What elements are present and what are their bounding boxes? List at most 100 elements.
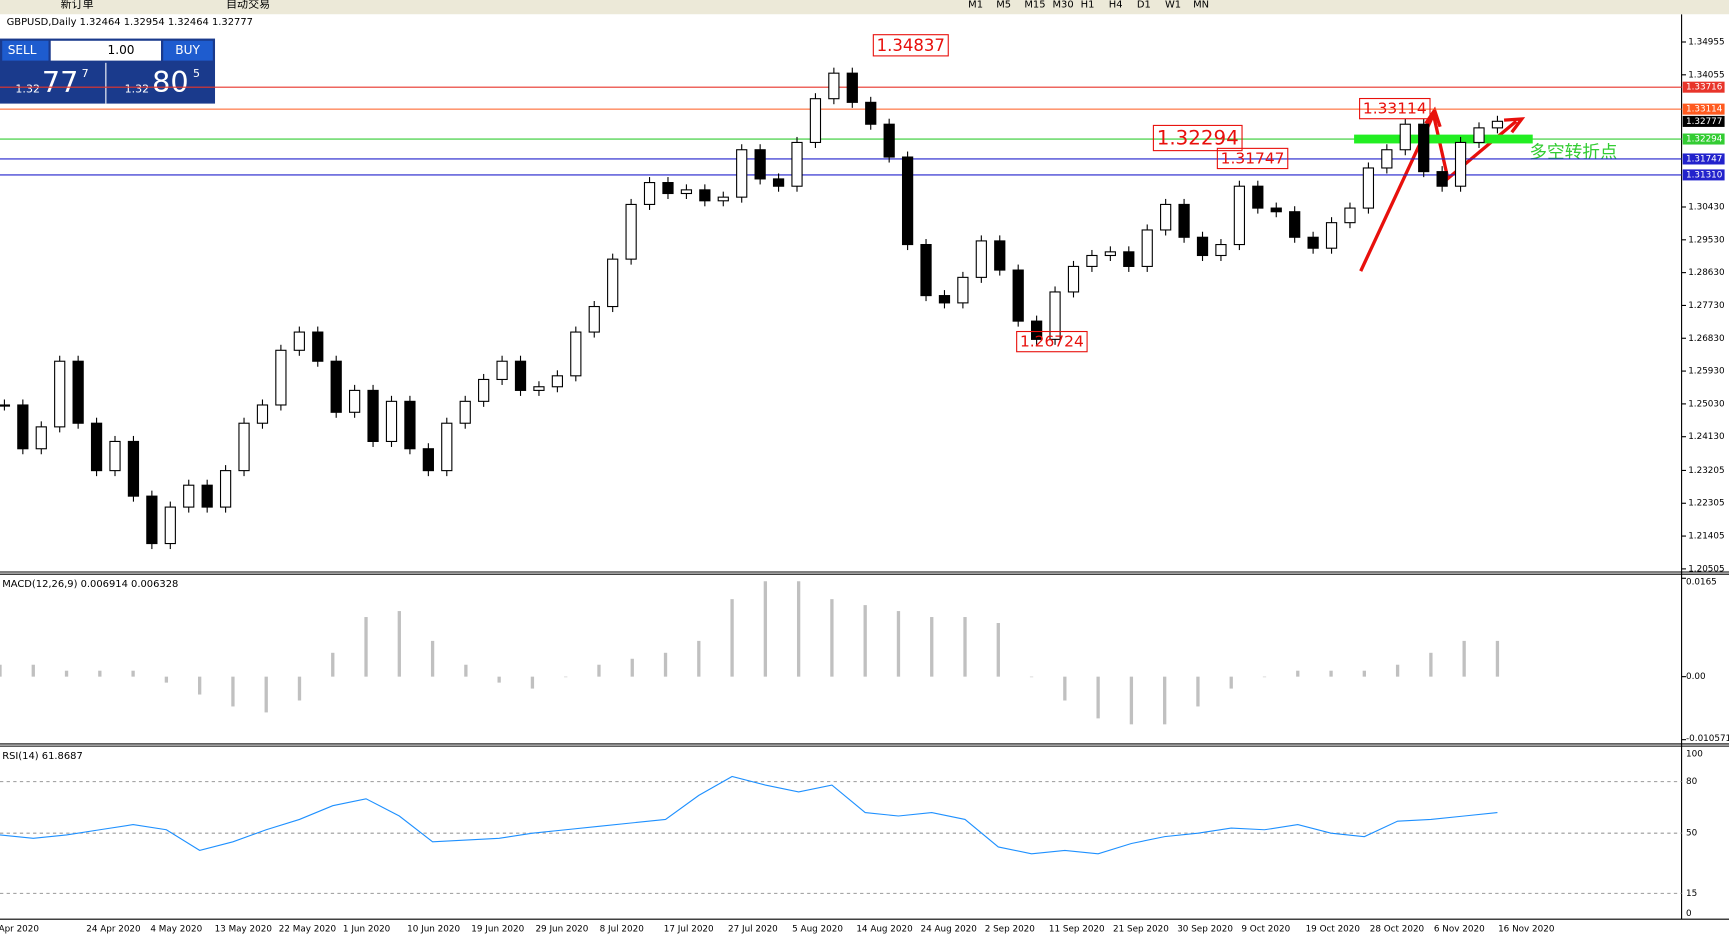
support-bar [1354,134,1533,144]
note: 多空转折点 [1529,142,1617,163]
candle [1233,185,1246,246]
x-tick-label: 14 Aug 2020 [856,925,913,935]
x-tick-label: 6 Nov 2020 [1434,925,1485,935]
candle [459,400,471,424]
candle [1270,207,1282,213]
candle [975,240,987,278]
annotation: 1.32294 [1157,127,1239,150]
y-tick-label: 1.23205 [1688,466,1724,476]
macd-bar [0,664,2,677]
y-tick-label: 1.24130 [1688,432,1725,442]
annotation: 1.34837 [877,36,945,55]
candle [1178,203,1190,238]
x-tick-label: 19 Oct 2020 [1306,925,1361,935]
candle [1454,141,1467,187]
y-tick-label: 1.28630 [1688,268,1725,278]
y-tick-label: 1.34055 [1688,70,1724,80]
candle [404,400,416,450]
level-label: 1.33716 [1686,83,1723,93]
lots: 1.00 [108,43,135,57]
candle [1067,265,1080,293]
candle [275,349,287,406]
candle [754,149,766,180]
macd-bar [1329,670,1333,677]
toolbar-item[interactable]: 自动交易 [226,0,270,10]
candle [385,400,398,443]
candle [367,389,379,443]
y-tick-label: 1.34955 [1688,37,1724,47]
y-tick-label: 1.25030 [1688,399,1725,409]
toolbar-item[interactable]: 新订单 [61,0,94,10]
candle [514,360,527,391]
macd-bar [530,676,535,689]
candle [1012,269,1024,322]
candle [551,375,564,388]
macd-bar [996,622,1000,677]
y-tick-label: 1.29530 [1688,235,1725,245]
macd-bar [497,676,501,683]
rsi-line [0,775,1498,855]
timeframe: M30 [1053,0,1074,10]
candle [1086,254,1098,267]
annotation-box [1152,124,1243,152]
bid-pips: 77 [42,65,78,99]
x-tick-label: 21 Sep 2020 [1113,925,1169,935]
candle [127,440,140,497]
candle [54,360,66,428]
candle [1141,229,1153,267]
macd-bar [1129,676,1134,725]
macd-bar [1495,640,1500,677]
timeframe: M1 [968,0,983,10]
candle [422,448,434,472]
sell-button[interactable] [2,40,49,61]
candle [109,440,121,472]
candle [201,484,213,508]
x-tick-label: 28 Oct 2020 [1370,925,1425,935]
macd-bar [31,664,35,677]
macd-bar [896,611,901,677]
level-tag [1682,133,1725,145]
buy-button[interactable] [163,40,213,61]
candle [1325,222,1338,249]
candle [146,495,158,545]
level-label: 1.33114 [1686,105,1723,115]
candle [828,72,840,100]
x-tick-label: 30 Sep 2020 [1177,925,1233,935]
level-tag [1682,153,1725,165]
macd-bar [1395,664,1400,677]
level-tag [1682,115,1725,127]
y-tick-label: 1.25930 [1688,367,1725,377]
y-tick-label: 1.22305 [1688,499,1724,509]
candle [1381,149,1393,169]
y-tick-label: 1.27730 [1688,301,1725,311]
x-tick-label: 24 Apr 2020 [86,925,141,935]
bid-frac: 7 [82,67,89,80]
level-label: 1.31310 [1686,170,1723,180]
timeframe: D1 [1137,0,1151,10]
candle [607,258,619,308]
x-tick-label: 17 Jul 2020 [664,925,714,935]
timeframe: W1 [1165,0,1181,10]
macd-bar [198,676,202,695]
x-tick-label: 8 Jul 2020 [600,925,645,935]
candle [717,196,729,202]
candle [588,305,600,333]
candle [846,72,858,103]
candle [920,243,932,297]
candle [1362,167,1375,209]
macd-bar [1462,640,1466,677]
candle [533,386,545,391]
candle [1418,123,1430,173]
timeframe: MN [1193,0,1209,10]
lots-input[interactable] [50,40,161,61]
candle [1473,127,1485,144]
candle [791,141,803,187]
timeframe: M15 [1024,0,1045,10]
macd-bar [64,670,69,677]
candle [736,149,748,198]
timeframe: H1 [1081,0,1095,10]
trade-panel: SELL 1.00 BUY 1.32 77 7 1.32 80 5 [0,38,216,104]
ask-big: 1.32 [125,82,150,95]
level-tag [1682,81,1725,93]
y-tick-label: 0.00 [1686,672,1706,682]
